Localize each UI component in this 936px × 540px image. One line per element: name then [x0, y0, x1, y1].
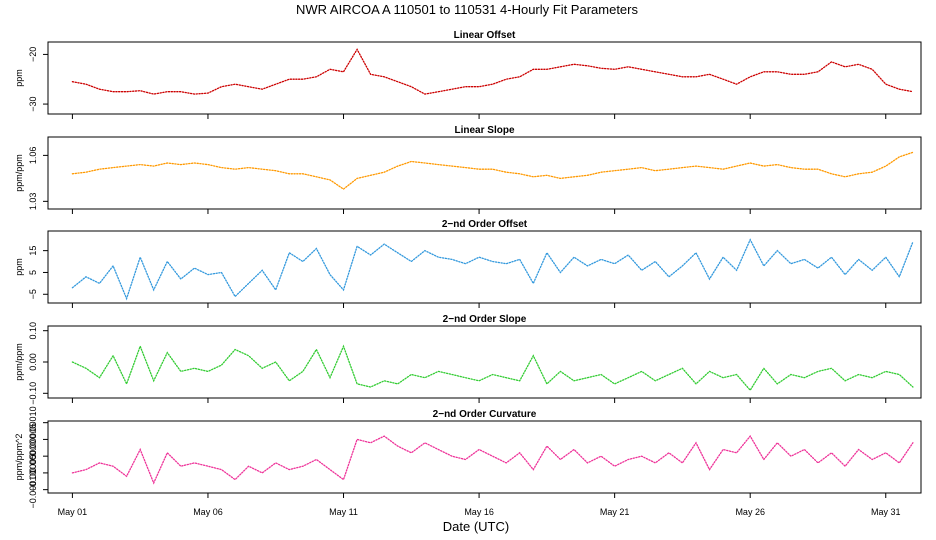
y-tick-label: 0.10 — [28, 322, 38, 340]
panel-title: 2−nd Order Offset — [442, 219, 528, 230]
y-tick-label: −0.00010 — [28, 471, 38, 509]
y-tick-label: −30 — [28, 96, 38, 111]
x-tick-label: May 01 — [58, 507, 88, 517]
y-tick-label: 1.06 — [28, 147, 38, 165]
x-axis-label: Date (UTC) — [443, 519, 509, 534]
y-tick-label: 0.00 — [28, 353, 38, 371]
x-tick-label: May 26 — [735, 507, 765, 517]
panels-group: Linear Offset ppm −30 −20 Linear Slope ppm/pp… — [14, 30, 922, 509]
panel-title: 2−nd Order Curvature — [433, 409, 537, 420]
y-axis-label: ppm/ppm — [14, 154, 24, 192]
y-tick-label: −5 — [28, 289, 38, 299]
y-tick-label: 0.00005 — [28, 423, 38, 456]
panel-frame — [47, 136, 922, 210]
x-tick-label: May 06 — [193, 507, 223, 517]
y-tick-label: 5 — [28, 270, 38, 275]
panel-title: 2−nd Order Slope — [443, 314, 527, 325]
series-line — [71, 151, 914, 190]
y-tick-label: 0.00010 — [28, 406, 38, 439]
y-tick-label: −0.00005 — [28, 454, 38, 492]
panel-3: 2−nd Order Offset ppm −5 5 15 — [14, 219, 922, 308]
y-axis-label: ppm/ppm — [14, 343, 24, 381]
panel-title: Linear Offset — [454, 30, 516, 41]
y-tick-label: −0.10 — [28, 382, 38, 405]
y-axis-label: ppm — [14, 258, 24, 276]
y-axis-label: ppm — [14, 69, 24, 87]
panel-2: Linear Slope ppm/ppm 1.03 1.06 — [14, 125, 922, 214]
series-line — [71, 434, 914, 485]
y-tick-label: 15 — [28, 246, 38, 256]
x-tick-label: May 16 — [464, 507, 494, 517]
panel-frame — [47, 41, 922, 115]
panel-4: 2−nd Order Slope ppm/ppm −0.10 0.00 0.10 — [14, 314, 922, 405]
x-tick-label: May 11 — [329, 507, 358, 517]
y-axis-label: ppm/ppm^2 — [14, 434, 24, 481]
panel-frame — [47, 420, 922, 494]
y-tick-label: −20 — [28, 47, 38, 62]
panel-5: 2−nd Order Curvature ppm/ppm^2 −0.00010−0.… — [14, 406, 922, 509]
panel-frame — [47, 325, 922, 399]
series-line — [71, 344, 914, 392]
y-tick-label: 0.00000 — [28, 440, 38, 473]
panel-title: Linear Slope — [454, 125, 514, 136]
panel-frame — [47, 230, 922, 304]
series-line — [71, 238, 914, 301]
panel-1: Linear Offset ppm −30 −20 — [14, 30, 922, 119]
x-tick-label: May 21 — [600, 507, 630, 517]
x-tick-label: May 31 — [871, 507, 901, 517]
series-line — [71, 48, 914, 95]
y-tick-label: 1.03 — [28, 193, 38, 211]
x-axis: May 01 May 06 May 11 May 16 May 21 May 26 May … — [58, 507, 901, 517]
figure-title: NWR AIRCOA A 110501 to 110531 4-Hourly F… — [296, 2, 639, 17]
